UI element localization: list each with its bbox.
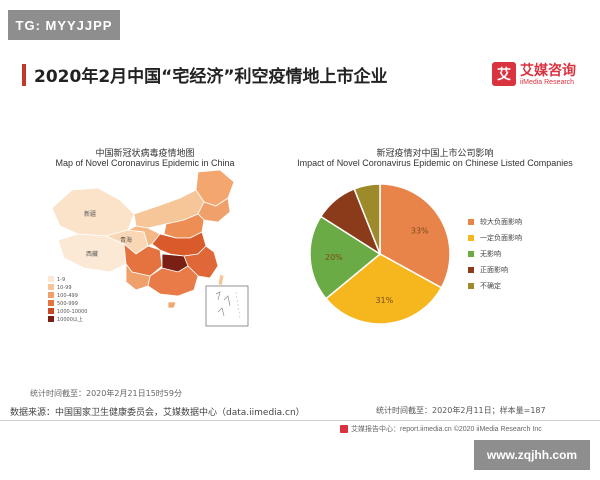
footer: 艾媒报告中心：report.iimedia.cn ©2020 iiMedia R… [340, 424, 542, 434]
brand-name: 艾媒咨询 [520, 63, 576, 79]
map-region-hainan [167, 301, 177, 309]
map-region-taiwan [217, 273, 225, 287]
pie-chart: 33% 31% 20% [309, 183, 451, 325]
map-legend-label: 10-99 [57, 285, 72, 291]
pie-slice-label: 33% [411, 226, 429, 235]
pie-slice [353, 183, 381, 255]
pie-note: 统计时间截至：2020年2月11日；样本量=187 [376, 406, 546, 415]
map-note: 统计时间截至：2020年2月21日15时59分 [30, 389, 182, 398]
legend-item: 不确定 [468, 278, 588, 294]
pie-slice-label: 31% [375, 296, 393, 305]
watermark-top: TG: MYYJJPP [8, 10, 120, 40]
map-legend: 1-9 10-99 100-499 500-999 1000-10000 100… [48, 276, 87, 323]
china-epidemic-map: 新疆 西藏 青海 1-9 10-99 100-499 500-999 1000-… [48, 168, 254, 330]
map-label-tibet: 西藏 [86, 250, 98, 258]
legend-label: 正面影响 [480, 266, 508, 274]
map-legend-label: 100-499 [57, 293, 78, 299]
map-legend-label: 10000以上 [57, 316, 83, 323]
map-legend-label: 1000-10000 [57, 309, 87, 315]
legend-item: 较大负面影响 [468, 214, 588, 230]
footer-text: 艾媒报告中心：report.iimedia.cn ©2020 iiMedia R… [351, 426, 542, 433]
title-accent-bar [22, 64, 26, 86]
pie-slice [379, 183, 451, 289]
legend-label: 较大负面影响 [480, 218, 522, 226]
brand-subtitle: iiMedia Research [520, 79, 575, 86]
map-label-xinjiang: 新疆 [84, 210, 96, 218]
pie-slice [325, 253, 443, 325]
data-source: 数据来源：中国国家卫生健康委员会，艾媒数据中心（data.iimedia.cn） [10, 408, 305, 418]
brand-logo: 艾 艾媒咨询 iiMedia Research [492, 60, 596, 94]
watermark-bottom: www.zqjhh.com [474, 440, 590, 470]
legend-item: 一定负面影响 [468, 230, 588, 246]
legend-label: 不确定 [480, 282, 501, 290]
map-title-en: Map of Novel Coronavirus Epidemic in Chi… [55, 158, 235, 168]
divider [0, 420, 600, 421]
map-region-southwest [125, 262, 151, 291]
south-china-sea-inset [205, 285, 249, 327]
footer-logo-icon [340, 425, 348, 433]
legend-swatch [468, 267, 474, 273]
legend-label: 无影响 [480, 250, 501, 258]
legend-swatch [468, 219, 474, 225]
map-region-south [147, 265, 199, 297]
legend-item: 正面影响 [468, 262, 588, 278]
legend-item: 无影响 [468, 246, 588, 262]
map-title-cn: 中国新冠状病毒疫情地图 [95, 149, 195, 159]
pie-legend: 较大负面影响 一定负面影响 无影响正面影响不确定 [468, 214, 588, 294]
legend-swatch [468, 251, 474, 257]
legend-swatch [468, 283, 474, 289]
map-label-qinghai: 青海 [120, 236, 132, 244]
page-title: 2020年2月中国“宅经济”利空疫情地上市企业 [34, 67, 388, 87]
legend-label: 一定负面影响 [480, 234, 522, 242]
map-legend-label: 500-999 [57, 301, 78, 307]
pie-slice [309, 215, 382, 300]
map-region-xinjiang [51, 187, 135, 237]
brand-mark-icon: 艾 [492, 62, 516, 86]
pie-chart-subtitle: Impact of Novel Coronavirus Epidemic on … [297, 158, 573, 168]
china-map-svg: 新疆 西藏 青海 1-9 10-99 100-499 500-999 1000-… [48, 169, 249, 327]
pie-chart-title: 新冠疫情对中国上市公司影响 [376, 149, 494, 159]
legend-swatch [468, 235, 474, 241]
map-legend-label: 1-9 [57, 277, 65, 283]
pie-slice-label: 20% [325, 253, 343, 262]
